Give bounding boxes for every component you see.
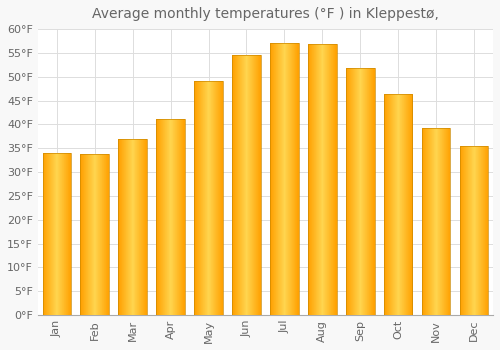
Bar	[118, 139, 147, 315]
Bar	[346, 68, 374, 315]
Title: Average monthly temperatures (°F ) in Kleppestø,: Average monthly temperatures (°F ) in Kl…	[92, 7, 439, 21]
Bar	[460, 146, 488, 315]
Bar	[308, 44, 336, 315]
Bar	[156, 119, 185, 315]
Bar	[232, 55, 260, 315]
Bar	[80, 154, 109, 315]
Bar	[422, 128, 450, 315]
Bar	[194, 81, 223, 315]
Bar	[42, 153, 71, 315]
Bar	[270, 43, 298, 315]
Bar	[384, 94, 412, 315]
